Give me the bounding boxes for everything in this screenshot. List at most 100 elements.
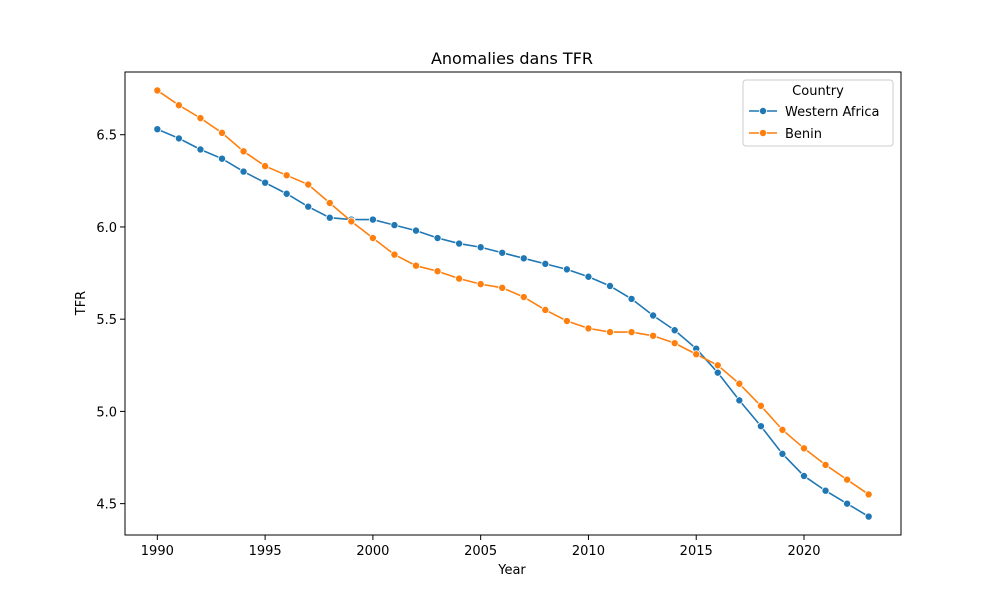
data-point-western-africa — [325, 213, 334, 222]
data-point-western-africa — [368, 215, 377, 224]
y-tick-label: 4.5 — [96, 498, 117, 513]
legend-swatch-marker — [759, 128, 768, 137]
data-point-western-africa — [562, 265, 571, 274]
data-point-western-africa — [153, 125, 162, 134]
data-point-benin — [821, 460, 830, 469]
data-point-benin — [304, 180, 313, 189]
legend-item-benin: Benin — [749, 127, 822, 142]
y-axis-label: TFR — [74, 291, 89, 316]
data-point-western-africa — [174, 134, 183, 143]
data-point-western-africa — [217, 154, 226, 163]
data-point-benin — [670, 339, 679, 348]
data-point-western-africa — [498, 248, 507, 257]
data-point-western-africa — [282, 189, 291, 198]
legend-swatch-marker — [759, 107, 768, 116]
y-tick-label: 5.0 — [96, 405, 117, 420]
data-point-western-africa — [843, 499, 852, 508]
x-tick-label: 2015 — [680, 544, 713, 559]
data-point-western-africa — [821, 486, 830, 495]
data-point-western-africa — [455, 239, 464, 248]
data-point-benin — [476, 280, 485, 289]
data-point-western-africa — [433, 234, 442, 243]
data-point-western-africa — [519, 254, 528, 263]
data-point-benin — [692, 350, 701, 359]
data-point-benin — [217, 128, 226, 137]
data-point-western-africa — [390, 221, 399, 230]
data-point-benin — [800, 444, 809, 453]
legend-item-western-africa: Western Africa — [749, 105, 880, 120]
data-point-western-africa — [411, 226, 420, 235]
data-point-western-africa — [239, 167, 248, 176]
legend-label: Benin — [785, 127, 822, 142]
x-tick-label: 2000 — [356, 544, 389, 559]
data-point-benin — [390, 250, 399, 259]
chart-title: Anomalies dans TFR — [431, 49, 593, 68]
data-point-western-africa — [735, 396, 744, 405]
data-point-benin — [282, 171, 291, 180]
data-point-benin — [433, 267, 442, 276]
plot-area — [124, 71, 902, 536]
data-point-western-africa — [778, 449, 787, 458]
plot-frame — [124, 71, 902, 536]
data-point-benin — [347, 217, 356, 226]
data-point-benin — [196, 114, 205, 123]
series-line-western-africa — [157, 128, 870, 518]
data-point-western-africa — [864, 512, 873, 521]
x-tick-label: 2020 — [787, 544, 820, 559]
data-point-western-africa — [606, 281, 615, 290]
legend-label: Western Africa — [785, 105, 880, 120]
data-point-benin — [174, 101, 183, 110]
data-point-benin — [864, 490, 873, 499]
data-point-benin — [239, 147, 248, 156]
data-point-western-africa — [304, 202, 313, 211]
series-benin — [153, 86, 873, 499]
data-point-western-africa — [584, 272, 593, 281]
data-point-western-africa — [670, 326, 679, 335]
series-western-africa — [153, 125, 873, 521]
data-point-benin — [627, 328, 636, 337]
data-point-benin — [153, 86, 162, 95]
data-point-benin — [368, 234, 377, 243]
x-tick-label: 1995 — [249, 544, 282, 559]
y-tick-label: 5.5 — [96, 313, 117, 328]
data-point-benin — [843, 475, 852, 484]
data-point-benin — [455, 274, 464, 283]
x-tick-label: 1990 — [141, 544, 174, 559]
data-point-western-africa — [627, 294, 636, 303]
legend-box — [742, 79, 894, 147]
series-group — [153, 86, 873, 521]
legend: Country Western Africa Benin — [742, 79, 894, 147]
data-point-western-africa — [261, 178, 270, 187]
x-tick-label: 2005 — [464, 544, 497, 559]
data-point-benin — [606, 328, 615, 337]
y-axis: 4.5 5.0 5.5 6.0 6.5 — [96, 129, 125, 513]
y-tick-label: 6.0 — [96, 221, 117, 236]
data-point-benin — [778, 425, 787, 434]
data-point-western-africa — [649, 311, 658, 320]
data-point-benin — [261, 162, 270, 171]
x-axis: 1990 1995 2000 2005 2010 2015 2020 — [141, 535, 821, 559]
series-line-benin — [156, 89, 870, 496]
data-point-benin — [519, 293, 528, 302]
data-point-western-africa — [713, 368, 722, 377]
data-point-western-africa — [196, 145, 205, 154]
y-tick-label: 6.5 — [96, 129, 117, 144]
data-point-benin — [713, 361, 722, 370]
data-point-western-africa — [800, 471, 809, 480]
data-point-benin — [541, 305, 550, 314]
data-point-benin — [562, 317, 571, 326]
data-point-western-africa — [476, 243, 485, 252]
x-tick-label: 2010 — [572, 544, 605, 559]
data-point-western-africa — [756, 422, 765, 431]
x-axis-label: Year — [497, 563, 526, 578]
data-point-western-africa — [541, 259, 550, 268]
data-point-benin — [649, 331, 658, 340]
data-point-benin — [411, 261, 420, 270]
data-point-benin — [584, 324, 593, 333]
data-point-benin — [735, 379, 744, 388]
data-point-benin — [325, 198, 334, 207]
data-point-benin — [756, 401, 765, 410]
data-point-benin — [498, 283, 507, 292]
legend-title: Country — [792, 84, 844, 99]
